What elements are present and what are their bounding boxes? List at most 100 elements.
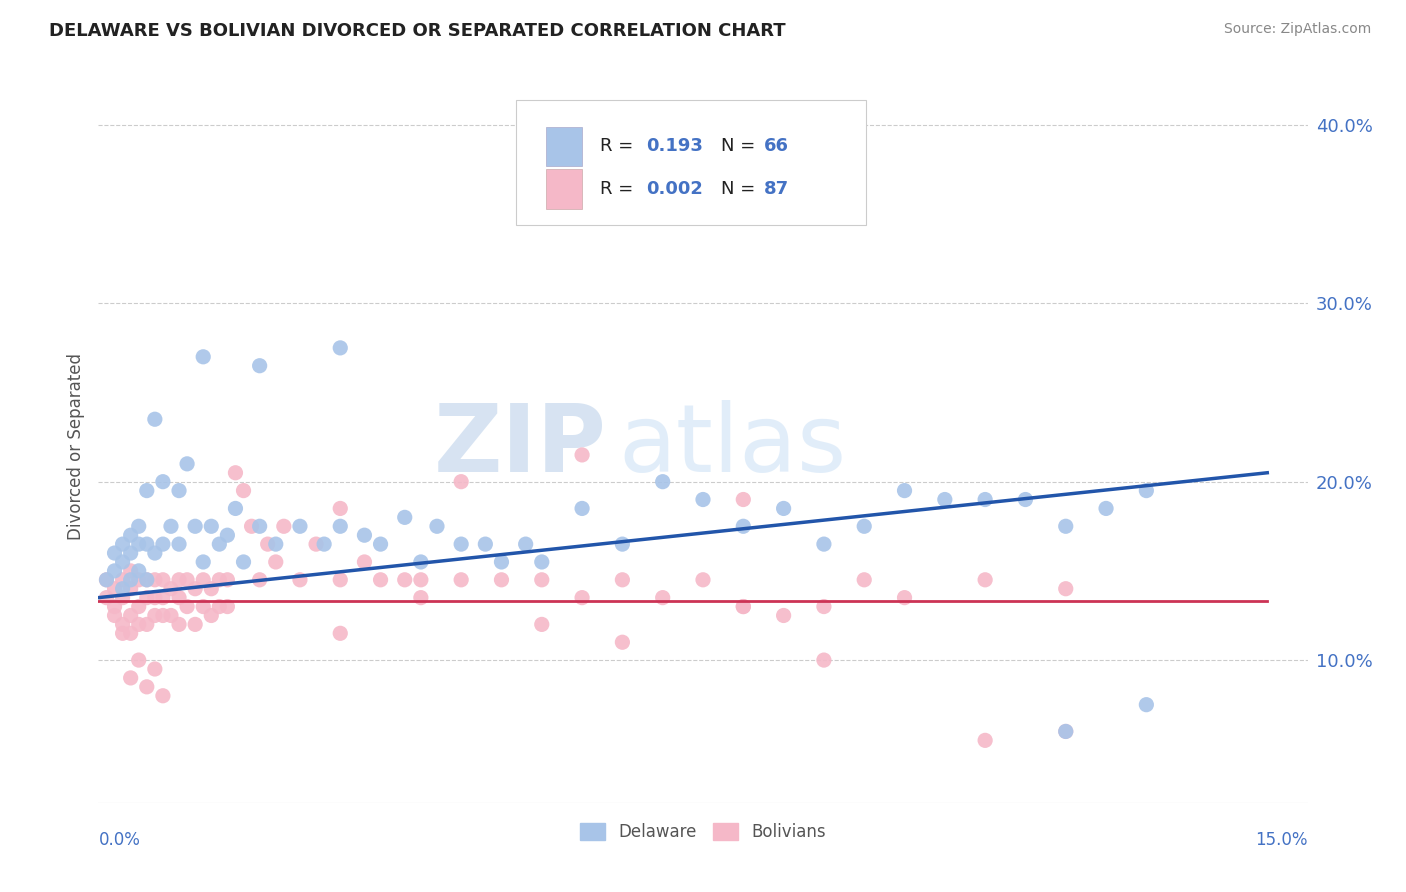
Point xyxy=(120,564,142,578)
Point xyxy=(692,492,714,507)
Point xyxy=(120,528,142,542)
Point xyxy=(200,582,222,596)
Point xyxy=(409,591,432,605)
Point xyxy=(143,573,166,587)
Point xyxy=(152,608,174,623)
Point xyxy=(103,599,125,614)
Point xyxy=(120,582,142,596)
Point xyxy=(612,635,634,649)
Point xyxy=(329,573,352,587)
Point xyxy=(120,573,142,587)
Point xyxy=(256,537,278,551)
Point xyxy=(152,573,174,587)
Text: 0.002: 0.002 xyxy=(647,180,703,198)
Point xyxy=(409,555,432,569)
Text: R =: R = xyxy=(600,180,640,198)
Point xyxy=(314,537,336,551)
Point xyxy=(143,546,166,560)
Text: atlas: atlas xyxy=(619,400,846,492)
Point xyxy=(143,608,166,623)
Point xyxy=(893,483,915,498)
Point xyxy=(733,519,755,533)
Text: DELAWARE VS BOLIVIAN DIVORCED OR SEPARATED CORRELATION CHART: DELAWARE VS BOLIVIAN DIVORCED OR SEPARAT… xyxy=(49,22,786,40)
Point xyxy=(450,475,472,489)
Point xyxy=(200,608,222,623)
Point xyxy=(305,537,328,551)
Point xyxy=(232,483,254,498)
Point xyxy=(571,448,593,462)
Point xyxy=(135,617,157,632)
Point xyxy=(128,617,150,632)
FancyBboxPatch shape xyxy=(546,169,582,209)
Point xyxy=(394,510,416,524)
Text: 66: 66 xyxy=(763,137,789,155)
Point xyxy=(135,573,157,587)
Point xyxy=(120,546,142,560)
Point xyxy=(1014,492,1036,507)
Point xyxy=(128,519,150,533)
Point xyxy=(143,662,166,676)
Point xyxy=(249,573,271,587)
Point xyxy=(1135,483,1157,498)
Point xyxy=(96,591,118,605)
Point xyxy=(813,537,835,551)
Point xyxy=(184,582,207,596)
Point xyxy=(111,626,134,640)
Point xyxy=(208,537,231,551)
Point xyxy=(474,537,496,551)
Point xyxy=(1054,519,1077,533)
Text: 0.193: 0.193 xyxy=(647,137,703,155)
Point xyxy=(200,519,222,533)
Point xyxy=(571,501,593,516)
Point xyxy=(1054,582,1077,596)
Point xyxy=(651,591,673,605)
Point xyxy=(893,591,915,605)
Point xyxy=(103,582,125,596)
Point xyxy=(128,653,150,667)
Point xyxy=(224,501,246,516)
Point xyxy=(571,207,593,221)
Point xyxy=(450,573,472,587)
Text: ZIP: ZIP xyxy=(433,400,606,492)
Point xyxy=(224,466,246,480)
Point xyxy=(193,573,215,587)
Point xyxy=(530,573,553,587)
Point xyxy=(733,599,755,614)
Point xyxy=(733,492,755,507)
Text: 15.0%: 15.0% xyxy=(1256,831,1308,849)
Point xyxy=(1135,698,1157,712)
Point xyxy=(152,689,174,703)
Point xyxy=(193,555,215,569)
FancyBboxPatch shape xyxy=(516,100,866,225)
Point xyxy=(167,573,190,587)
Point xyxy=(208,573,231,587)
Point xyxy=(370,573,392,587)
Point xyxy=(135,483,157,498)
Point xyxy=(167,483,190,498)
Point xyxy=(249,359,271,373)
Text: R =: R = xyxy=(600,137,640,155)
Point xyxy=(1054,724,1077,739)
Point xyxy=(128,537,150,551)
Text: Source: ZipAtlas.com: Source: ZipAtlas.com xyxy=(1223,22,1371,37)
Point xyxy=(974,492,997,507)
Point xyxy=(571,591,593,605)
Point xyxy=(184,617,207,632)
Point xyxy=(160,608,183,623)
Point xyxy=(813,653,835,667)
Legend: Delaware, Bolivians: Delaware, Bolivians xyxy=(574,816,832,848)
Point xyxy=(103,608,125,623)
Point xyxy=(208,599,231,614)
Point xyxy=(264,537,287,551)
Point xyxy=(772,501,794,516)
Point xyxy=(111,582,134,596)
Point xyxy=(160,519,183,533)
Point xyxy=(96,573,118,587)
Point xyxy=(176,457,198,471)
Point xyxy=(612,537,634,551)
Point xyxy=(772,608,794,623)
Point xyxy=(530,555,553,569)
Point xyxy=(329,341,352,355)
Point xyxy=(128,573,150,587)
Point xyxy=(143,412,166,426)
